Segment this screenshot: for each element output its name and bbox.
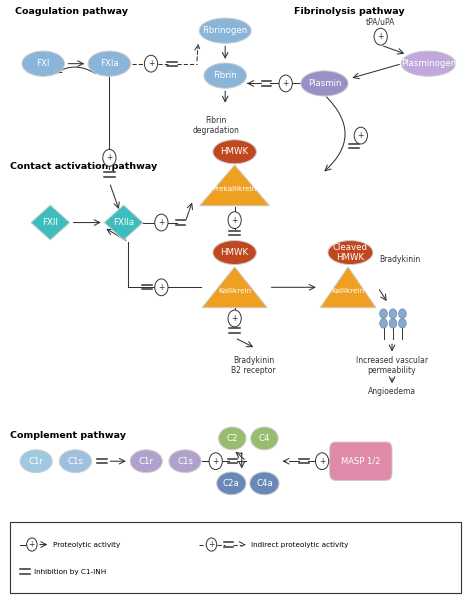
- Text: FXI: FXI: [36, 59, 50, 68]
- Text: Bradykinin
B2 receptor: Bradykinin B2 receptor: [231, 356, 276, 375]
- Text: C1r: C1r: [139, 457, 154, 466]
- Ellipse shape: [169, 450, 201, 472]
- Text: +: +: [29, 540, 35, 549]
- Text: C2a: C2a: [223, 479, 240, 488]
- Circle shape: [316, 453, 328, 469]
- Circle shape: [399, 319, 406, 328]
- Ellipse shape: [20, 450, 52, 472]
- Circle shape: [155, 214, 168, 231]
- Circle shape: [380, 319, 387, 328]
- Text: +: +: [208, 540, 215, 549]
- Text: +: +: [283, 79, 289, 88]
- Text: Plasmin: Plasmin: [308, 79, 341, 88]
- Text: Angioedema: Angioedema: [368, 388, 416, 397]
- Circle shape: [374, 28, 387, 45]
- Circle shape: [206, 538, 217, 551]
- Text: Fibrin: Fibrin: [213, 71, 237, 80]
- Circle shape: [145, 55, 157, 72]
- Text: C4a: C4a: [256, 479, 273, 488]
- Text: HMWK: HMWK: [220, 147, 249, 156]
- Ellipse shape: [219, 427, 246, 450]
- Text: +: +: [148, 59, 154, 68]
- Text: Inhibition by C1-INH: Inhibition by C1-INH: [34, 569, 106, 575]
- Ellipse shape: [217, 472, 246, 495]
- Text: Prekallikrein: Prekallikrein: [212, 186, 257, 192]
- Text: HMWK: HMWK: [220, 248, 249, 257]
- Circle shape: [354, 127, 367, 144]
- Text: FXIIa: FXIIa: [113, 218, 134, 227]
- Ellipse shape: [88, 51, 131, 76]
- Text: Increased vascular
permeability: Increased vascular permeability: [356, 356, 428, 375]
- Circle shape: [228, 310, 241, 327]
- Text: tPA/uPA: tPA/uPA: [366, 17, 395, 26]
- Text: Kallikrein: Kallikrein: [218, 288, 251, 294]
- Polygon shape: [320, 267, 376, 308]
- Text: Fibrin
degradation: Fibrin degradation: [192, 116, 239, 135]
- Ellipse shape: [301, 71, 348, 96]
- Text: C1r: C1r: [28, 457, 44, 466]
- Text: +: +: [358, 131, 364, 140]
- Text: Coagulation pathway: Coagulation pathway: [15, 7, 128, 16]
- Text: FXII: FXII: [42, 218, 58, 227]
- Circle shape: [380, 309, 387, 319]
- Circle shape: [209, 453, 222, 469]
- Ellipse shape: [213, 140, 256, 164]
- Text: C2: C2: [227, 434, 238, 443]
- Polygon shape: [104, 205, 143, 240]
- Circle shape: [389, 319, 397, 328]
- Text: Cleaved
HMWK: Cleaved HMWK: [333, 243, 368, 262]
- Text: Kallikrein: Kallikrein: [331, 288, 365, 294]
- Circle shape: [155, 279, 168, 296]
- Circle shape: [103, 150, 116, 166]
- Polygon shape: [31, 205, 70, 240]
- Ellipse shape: [250, 472, 279, 495]
- Text: +: +: [158, 283, 164, 292]
- Text: +: +: [231, 216, 238, 225]
- Text: +: +: [319, 457, 325, 466]
- FancyBboxPatch shape: [329, 442, 392, 480]
- FancyBboxPatch shape: [10, 522, 462, 593]
- Text: C4: C4: [259, 434, 270, 443]
- Text: +: +: [106, 153, 113, 162]
- Ellipse shape: [22, 51, 64, 76]
- Polygon shape: [200, 165, 270, 206]
- Text: Proteolytic activity: Proteolytic activity: [53, 542, 120, 548]
- Text: +: +: [212, 457, 219, 466]
- Ellipse shape: [59, 450, 91, 472]
- Ellipse shape: [199, 18, 251, 43]
- Ellipse shape: [401, 51, 456, 76]
- Text: Contact activation pathway: Contact activation pathway: [10, 162, 157, 171]
- Text: Plasminogen: Plasminogen: [401, 59, 456, 68]
- Circle shape: [389, 309, 397, 319]
- Text: FXIa: FXIa: [100, 59, 118, 68]
- Text: +: +: [377, 32, 384, 41]
- Text: Fibrinolysis pathway: Fibrinolysis pathway: [294, 7, 404, 16]
- Text: Complement pathway: Complement pathway: [10, 432, 126, 441]
- Ellipse shape: [130, 450, 162, 472]
- Text: +: +: [231, 314, 238, 323]
- Text: C1s: C1s: [67, 457, 83, 466]
- Circle shape: [279, 75, 292, 92]
- Ellipse shape: [213, 240, 256, 264]
- Text: MASP 1/2: MASP 1/2: [341, 457, 381, 466]
- Polygon shape: [202, 267, 267, 308]
- Text: Indirect proteolytic activity: Indirect proteolytic activity: [251, 542, 348, 548]
- Circle shape: [228, 212, 241, 228]
- Ellipse shape: [204, 63, 246, 88]
- Text: +: +: [158, 218, 164, 227]
- Text: Fibrinogen: Fibrinogen: [202, 26, 248, 35]
- Text: Bradykinin: Bradykinin: [379, 255, 420, 263]
- Circle shape: [27, 538, 37, 551]
- Text: C1s: C1s: [177, 457, 193, 466]
- Ellipse shape: [328, 240, 373, 264]
- Circle shape: [399, 309, 406, 319]
- Ellipse shape: [251, 427, 278, 450]
